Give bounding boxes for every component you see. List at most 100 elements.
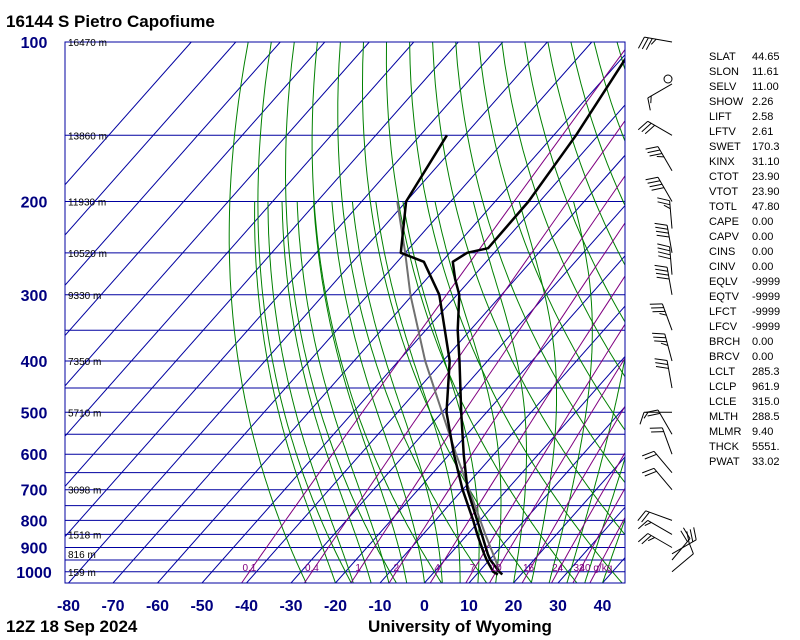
index-row: LFCT -9999 — [709, 306, 780, 318]
wind-barb-feather — [644, 124, 656, 135]
index-name: LIFT — [709, 111, 732, 123]
wind-barb-feather — [655, 268, 668, 272]
wind-barb — [637, 120, 673, 136]
mixing-ratio-line — [521, 405, 625, 583]
dry-adiabat — [409, 42, 623, 583]
index-value: 0.00 — [752, 261, 774, 273]
index-value: 2.61 — [752, 126, 774, 138]
moist-adiabat — [402, 201, 480, 583]
wind-barb-feather — [657, 243, 670, 248]
wind-barb-staff — [669, 246, 673, 275]
isotherm-line — [65, 42, 459, 488]
index-name: TOTL — [709, 201, 737, 213]
wind-barb-feather — [657, 247, 671, 252]
index-row: EQTV -9999 — [709, 291, 780, 303]
pressure-tick-label: 400 — [21, 354, 48, 371]
wind-barb — [657, 243, 673, 275]
temperature-tick-label: -10 — [368, 598, 391, 615]
temperature-tick-label: 10 — [460, 598, 478, 615]
wind-barb-staff — [661, 303, 673, 331]
wind-barb-staff — [666, 267, 673, 295]
observation-time: 12Z 18 Sep 2024 — [6, 617, 138, 636]
wind-barb-staff — [666, 360, 673, 389]
index-name: CINV — [709, 261, 736, 273]
wind-barb-feather — [644, 470, 657, 477]
index-value: 170.3 — [752, 141, 780, 153]
index-name: SLON — [709, 66, 739, 78]
temperature-tick-label: 40 — [594, 598, 612, 615]
index-row: SWET 170.3 — [709, 141, 780, 153]
wind-barb-feather — [654, 264, 668, 268]
wind-barb-feather — [656, 234, 670, 238]
wind-barb — [647, 83, 673, 111]
index-name: THCK — [709, 441, 739, 453]
wind-barb-feather — [649, 183, 663, 188]
dry-adiabat — [257, 42, 352, 583]
isotherm-line — [65, 42, 370, 387]
wind-barb-feather — [645, 146, 659, 150]
index-name: SELV — [709, 81, 737, 93]
isotherm-line — [157, 53, 625, 583]
wind-barb-feather — [689, 529, 694, 542]
index-row: CAPE 0.00 — [709, 216, 773, 228]
moist-adiabat — [254, 201, 336, 583]
dry-adiabat — [337, 42, 488, 583]
wind-barb-feather — [655, 230, 669, 234]
index-name: BRCH — [709, 336, 741, 348]
wind-barb — [671, 527, 697, 555]
mixing-ratio-label: 7 — [470, 563, 476, 574]
mixing-ratio-line — [303, 119, 625, 583]
mixing-ratio-line — [465, 323, 625, 583]
wind-barb-feather — [637, 36, 645, 49]
wind-barb-staff — [666, 225, 673, 253]
wind-barb-staff — [669, 200, 673, 229]
index-name: LCLP — [709, 381, 737, 393]
moist-adiabat — [472, 201, 527, 583]
pressure-tick-label: 100 — [21, 35, 48, 52]
dry-adiabat — [385, 42, 578, 583]
wind-barb-feather — [652, 332, 665, 335]
mixing-ratio-label: 0.1 — [242, 563, 256, 574]
wind-barb-feather — [654, 340, 667, 343]
wind-barb-feather — [655, 366, 669, 369]
index-row: SHOW 2.26 — [709, 96, 773, 108]
index-name: CTOT — [709, 171, 739, 183]
wind-barb — [642, 467, 673, 491]
wind-barb — [637, 36, 673, 50]
isotherm-line — [65, 42, 237, 236]
index-name: VTOT — [709, 186, 739, 198]
index-value: -9999 — [752, 291, 781, 303]
wind-barb — [654, 264, 673, 295]
index-value: 44.65 — [752, 51, 780, 63]
wind-barb — [654, 358, 673, 389]
isotherm-line — [65, 42, 326, 337]
index-value: 11.00 — [752, 81, 779, 93]
index-value: -9999 — [752, 276, 781, 288]
wind-barb-feather — [637, 510, 647, 522]
index-name: MLTH — [709, 411, 739, 423]
index-value: 47.80 — [752, 201, 780, 213]
wind-barb-staff — [647, 83, 673, 99]
index-row: LIFT 2.58 — [709, 111, 773, 123]
wind-barb-feather — [645, 38, 653, 50]
wind-barb-staff — [644, 36, 673, 43]
pressure-tick-label: 900 — [21, 541, 48, 558]
isotherm-line — [65, 42, 281, 287]
temperature-tick-label: 0 — [420, 598, 429, 615]
isotherm-line — [68, 42, 548, 583]
wind-barb-feather — [647, 180, 661, 184]
wind-barb-feather — [647, 537, 655, 542]
wind-barb-feather — [659, 313, 667, 316]
index-name: SWET — [709, 141, 741, 153]
plot-area — [65, 42, 625, 583]
wind-barb-feather — [643, 412, 649, 419]
index-name: CINS — [709, 246, 736, 258]
calm-wind-circle — [663, 74, 673, 84]
index-value: 0.00 — [752, 246, 774, 258]
index-row: CAPV 0.00 — [709, 231, 773, 243]
wind-barb-feather — [693, 527, 697, 540]
wind-barb-feather — [641, 122, 652, 133]
temperature-tick-label: -30 — [279, 598, 302, 615]
height-label: 3098 m — [68, 486, 101, 497]
